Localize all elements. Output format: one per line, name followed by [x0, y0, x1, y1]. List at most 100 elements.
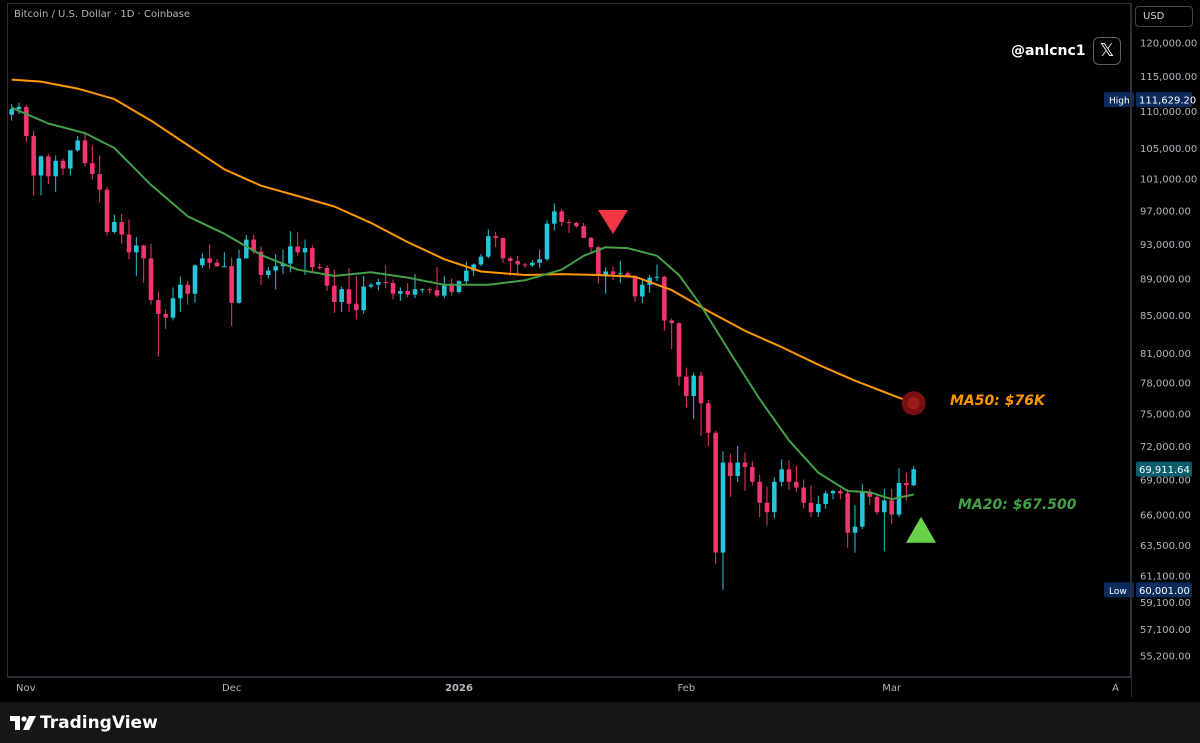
candle: [170, 287, 176, 321]
candle: [654, 264, 660, 282]
candle-body: [390, 282, 396, 294]
candle-body: [742, 462, 748, 468]
tradingview-logo-icon[interactable]: [10, 716, 36, 730]
low-tag: Low: [1109, 587, 1127, 597]
candle: [808, 485, 814, 518]
candle: [192, 264, 198, 303]
candle-body: [324, 267, 330, 286]
candle-body: [376, 282, 381, 285]
candle-body: [596, 247, 601, 276]
candle-body: [691, 375, 696, 396]
candle-body: [574, 222, 579, 227]
candle-body: [16, 106, 22, 110]
candle: [764, 486, 770, 526]
candle: [830, 489, 836, 500]
currency-button[interactable]: USD: [1135, 6, 1193, 27]
candle: [104, 187, 110, 236]
price-chart[interactable]: MA50: $76K MA20: $67.500 120,000.00 115,000…: [0, 0, 1200, 702]
candle: [816, 495, 821, 518]
candle-body: [112, 222, 117, 233]
candle-body: [676, 323, 682, 377]
candle-body: [236, 258, 242, 303]
candle-body: [368, 284, 374, 287]
candle: [478, 254, 484, 267]
tradingview-brand[interactable]: TradingView: [40, 713, 158, 733]
candle-body: [698, 375, 704, 404]
low-tag-bg: [1104, 582, 1134, 598]
high-price-label-bg: [1136, 92, 1192, 108]
candle-body: [185, 284, 190, 294]
price-tick-label: 75,000.00: [1140, 410, 1191, 421]
candle: [508, 256, 513, 276]
price-tick-label: 59,100.00: [1140, 598, 1191, 609]
candle: [427, 287, 432, 294]
candle: [9, 104, 14, 121]
candle-body: [456, 281, 462, 292]
candle-body: [398, 291, 403, 294]
candle-body: [134, 245, 139, 253]
candle: [449, 278, 454, 296]
candle: [786, 460, 792, 490]
candle: [750, 461, 755, 486]
candle-body: [537, 259, 542, 263]
candle-body: [266, 270, 271, 275]
ma20-line: [11, 106, 914, 501]
time-tick-label: 2026: [445, 683, 473, 694]
candle-body: [464, 270, 469, 282]
candle-body: [662, 276, 667, 321]
candle-body: [280, 263, 286, 267]
candle: [552, 203, 557, 231]
symbol-title[interactable]: Bitcoin / U.S. Dollar · 1D · Coinbase: [14, 9, 191, 20]
candle-body: [420, 289, 425, 291]
candle: [706, 400, 711, 446]
candle: [742, 452, 748, 492]
candle: [515, 255, 520, 275]
candle-body: [713, 432, 718, 553]
candle-body: [97, 173, 102, 190]
price-tick-label: 101,000.00: [1140, 175, 1197, 186]
candle: [317, 263, 322, 270]
ma50-dot-core: [907, 397, 920, 410]
candle: [156, 291, 161, 357]
price-tick-label: 57,100.00: [1140, 625, 1191, 636]
candle-body: [471, 264, 476, 271]
low-price-label-bg: [1136, 582, 1192, 598]
candle: [566, 219, 572, 233]
candle-body: [60, 160, 66, 169]
candle: [911, 465, 916, 487]
candle-body: [566, 222, 572, 224]
candle: [603, 267, 608, 294]
candle-body: [706, 403, 711, 433]
candle-body: [610, 271, 616, 275]
candle: [229, 257, 234, 327]
candle: [178, 276, 183, 313]
candle: [691, 372, 696, 419]
candle-body: [9, 109, 14, 115]
candle-body: [823, 493, 828, 504]
candle-body: [654, 276, 660, 278]
price-tick-label: 78,000.00: [1140, 379, 1191, 390]
candle-body: [911, 469, 916, 486]
candle: [68, 150, 73, 176]
candle-body: [632, 276, 638, 297]
price-tick-label: 63,500.00: [1140, 541, 1191, 552]
price-tick-label: 110,000.00: [1140, 107, 1197, 118]
candle-body: [251, 239, 256, 252]
candle-body: [764, 502, 770, 513]
candle: [530, 260, 535, 268]
price-tick-label: 69,000.00: [1140, 476, 1191, 487]
candle: [838, 488, 843, 500]
candle-body: [361, 286, 366, 311]
candle: [82, 133, 88, 167]
candle: [757, 474, 762, 518]
candle-body: [339, 289, 344, 302]
candle: [200, 253, 205, 268]
candle: [537, 249, 542, 268]
candle-body: [148, 258, 154, 301]
candle: [398, 287, 403, 302]
candle: [896, 468, 902, 518]
price-tick-label: 61,100.00: [1140, 572, 1191, 583]
candle-body: [867, 492, 872, 497]
candle-body: [31, 136, 36, 176]
candle: [852, 505, 858, 553]
